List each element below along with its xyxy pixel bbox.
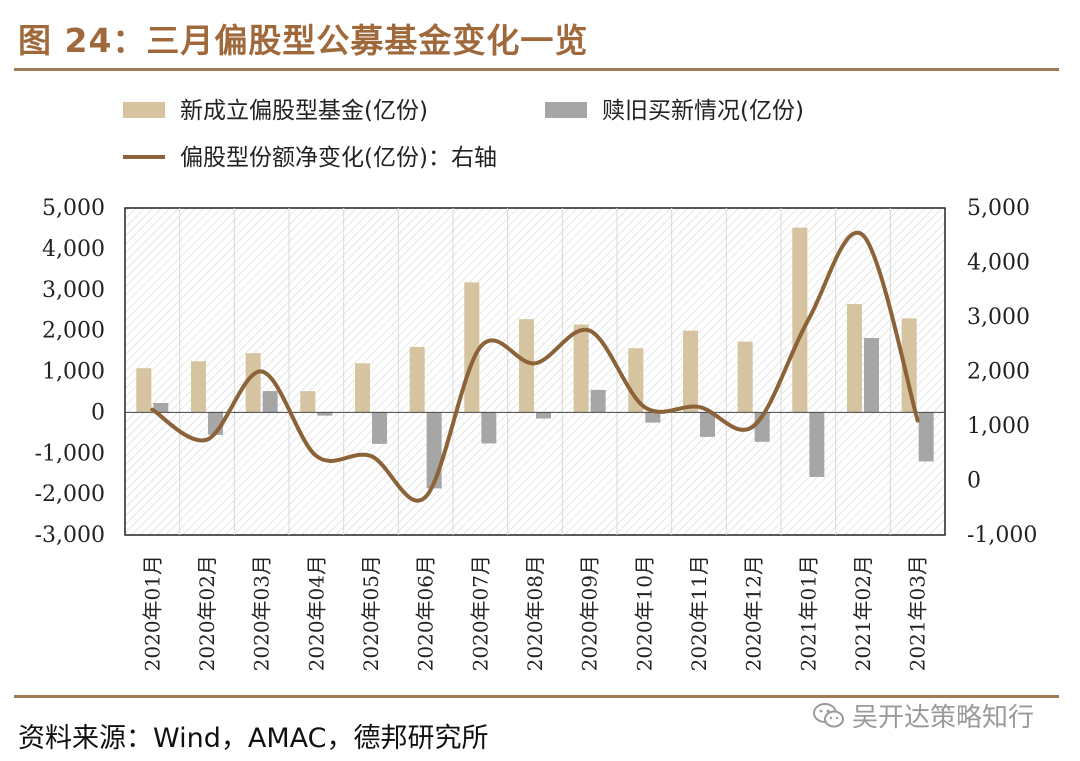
bar-redemption bbox=[645, 412, 661, 423]
bar-new-funds bbox=[519, 319, 534, 413]
y-right-tick-label: 0 bbox=[967, 469, 981, 494]
y-right-tick-label: 1,000 bbox=[967, 414, 1030, 439]
bar-redemption bbox=[536, 412, 551, 419]
bar-redemption bbox=[372, 412, 387, 444]
x-tick-label: 2020年11月 bbox=[687, 555, 711, 671]
y-axis-left: 5,000 4,000 3,000 2,000 1,000 0 -1,000 -2,000 -3… bbox=[35, 196, 105, 548]
y-right-tick-label: 3,000 bbox=[967, 305, 1030, 330]
legend-label-new-funds: 新成立偏股型基金(亿份) bbox=[180, 98, 428, 124]
chart: 新成立偏股型基金(亿份) 赎旧买新情况(亿份) 偏股型份额净变化(亿份)：右轴 … bbox=[35, 98, 1038, 671]
bar-redemption bbox=[262, 391, 278, 413]
legend-label-redemption: 赎旧买新情况(亿份) bbox=[602, 98, 804, 124]
bar-redemption bbox=[153, 402, 169, 413]
x-tick-label: 2020年02月 bbox=[195, 555, 219, 671]
bar-redemption bbox=[590, 389, 606, 413]
bar-new-funds bbox=[737, 341, 753, 413]
bar-new-funds bbox=[901, 318, 917, 413]
legend: 新成立偏股型基金(亿份) 赎旧买新情况(亿份) 偏股型份额净变化(亿份)：右轴 bbox=[123, 98, 804, 171]
y-right-tick-label: 5,000 bbox=[967, 196, 1030, 221]
bars-new-funds bbox=[136, 227, 917, 413]
bars-redemption bbox=[153, 337, 934, 489]
y-right-tick-label: -1,000 bbox=[967, 523, 1037, 548]
bar-new-funds bbox=[355, 363, 370, 413]
watermark-text: 吴开达策略知行 bbox=[852, 703, 1035, 733]
bar-new-funds bbox=[136, 368, 152, 413]
bar-new-funds bbox=[573, 324, 589, 413]
bar-redemption bbox=[481, 412, 497, 444]
bar-new-funds bbox=[847, 304, 862, 413]
bar-redemption bbox=[864, 337, 879, 413]
net-change-line bbox=[150, 230, 920, 503]
y-left-tick-label: 0 bbox=[91, 400, 105, 425]
y-left-tick-label: 2,000 bbox=[42, 319, 105, 344]
bar-new-funds bbox=[464, 282, 480, 413]
x-tick-label: 2021年02月 bbox=[851, 555, 875, 671]
y-right-tick-label: 2,000 bbox=[967, 360, 1030, 385]
bar-new-funds bbox=[245, 353, 261, 413]
y-left-tick-label: -3,000 bbox=[35, 523, 105, 548]
bar-new-funds bbox=[792, 227, 808, 413]
bar-redemption bbox=[426, 412, 442, 489]
source-note: 资料来源：Wind，AMAC，德邦研究所 bbox=[18, 723, 489, 754]
bar-redemption bbox=[700, 412, 715, 437]
bottom-divider bbox=[14, 695, 1059, 698]
y-axis-right: 5,000 4,000 3,000 2,000 1,000 0 -1,000 bbox=[967, 196, 1037, 548]
bar-redemption bbox=[317, 412, 333, 416]
legend-label-net-change: 偏股型份额净变化(亿份)：右轴 bbox=[180, 145, 497, 171]
x-tick-label: 2021年01月 bbox=[796, 555, 820, 671]
bar-new-funds bbox=[683, 330, 698, 413]
wechat-icon bbox=[813, 702, 844, 727]
bar-new-funds bbox=[300, 391, 316, 413]
bar-redemption bbox=[918, 412, 934, 462]
y-left-tick-label: -1,000 bbox=[35, 441, 105, 466]
y-left-tick-label: 5,000 bbox=[42, 196, 105, 221]
y-left-tick-label: 1,000 bbox=[42, 360, 105, 385]
x-tick-label: 2020年12月 bbox=[742, 555, 766, 671]
y-left-tick-label: -2,000 bbox=[35, 482, 105, 507]
y-left-tick-label: 3,000 bbox=[42, 278, 105, 303]
y-left-tick-label: 4,000 bbox=[42, 237, 105, 262]
x-tick-label: 2020年08月 bbox=[523, 555, 547, 671]
x-tick-label: 2020年06月 bbox=[414, 555, 438, 671]
x-tick-label: 2020年01月 bbox=[140, 555, 164, 671]
legend-swatch-redemption bbox=[545, 102, 587, 118]
x-tick-label: 2020年07月 bbox=[468, 555, 492, 671]
x-tick-label: 2020年05月 bbox=[359, 555, 383, 671]
watermark: 吴开达策略知行 bbox=[812, 697, 1034, 734]
legend-swatch-new-funds bbox=[123, 102, 165, 118]
bar-new-funds bbox=[191, 361, 206, 413]
x-tick-label: 2020年10月 bbox=[632, 555, 656, 671]
bar-new-funds bbox=[409, 346, 425, 413]
bar-redemption bbox=[809, 412, 825, 477]
x-tick-label: 2020年03月 bbox=[250, 555, 274, 671]
y-right-tick-label: 4,000 bbox=[967, 251, 1030, 276]
x-tick-label: 2021年03月 bbox=[906, 555, 930, 671]
figure-title: 图 24：三月偏股型公募基金变化一览 bbox=[18, 21, 589, 60]
top-divider bbox=[14, 68, 1059, 71]
x-tick-label: 2020年09月 bbox=[578, 555, 602, 671]
x-axis-labels: 2020年01月 2020年02月 2020年03月 2020年04月 2020年05月… bbox=[140, 555, 929, 671]
x-tick-label: 2020年04月 bbox=[304, 555, 328, 671]
